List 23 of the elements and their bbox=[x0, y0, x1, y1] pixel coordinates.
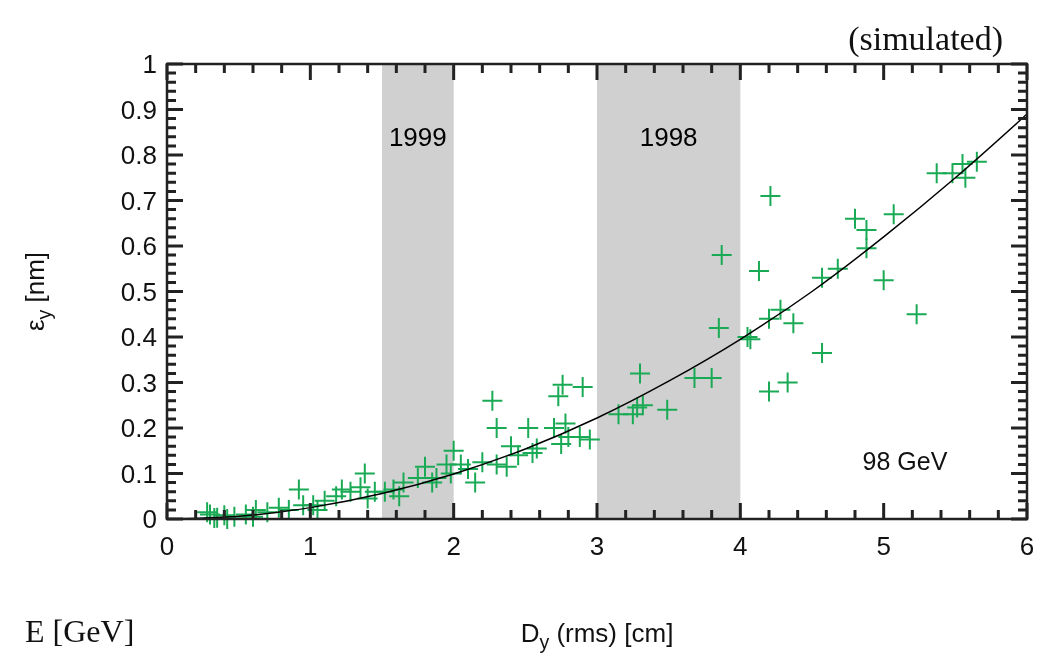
x-tick-label: 3 bbox=[589, 531, 605, 561]
x-tick-label: 4 bbox=[733, 531, 748, 561]
x-tick-label: 1 bbox=[303, 531, 318, 561]
y-tick-label: 0.2 bbox=[120, 413, 157, 443]
band-label: 1999 bbox=[388, 121, 447, 152]
y-tick-label: 0 bbox=[142, 504, 157, 534]
y-tick-label: 0.6 bbox=[120, 231, 157, 261]
y-tick-label: 0.3 bbox=[120, 367, 157, 398]
y-tick-label: 0.8 bbox=[120, 140, 157, 170]
text: E [GeV] bbox=[25, 613, 135, 649]
x-axis-title: D$_{y}$ (rms) [cm] bbox=[520, 618, 674, 653]
y-tick-label: 1 bbox=[142, 49, 157, 79]
y-tick-label: 0.4 bbox=[120, 322, 157, 352]
y-tick-label: 0.7 bbox=[120, 185, 157, 216]
text: (simulated) bbox=[848, 20, 1003, 58]
y-tick-label: 0.1 bbox=[120, 458, 157, 489]
x-tick-label: 2 bbox=[446, 531, 461, 561]
y-tick-label: 0.9 bbox=[120, 94, 157, 125]
annotation: 98 GeV bbox=[862, 447, 948, 475]
y-tick-label: 0.5 bbox=[120, 276, 157, 307]
x-tick-label: 5 bbox=[876, 531, 891, 561]
band-label: 1998 bbox=[639, 121, 698, 152]
x-tick-label: 6 bbox=[1019, 531, 1035, 561]
